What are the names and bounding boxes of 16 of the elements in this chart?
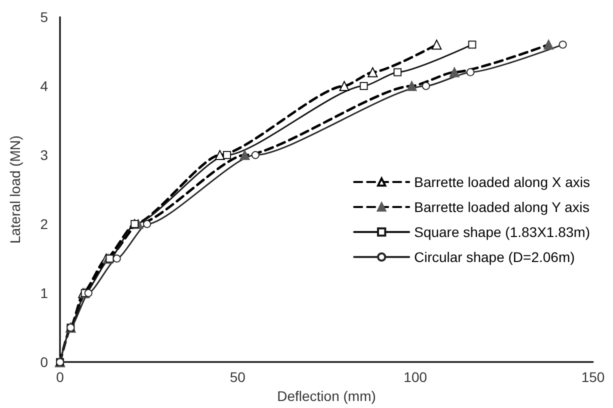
y-tick-label: 2 (40, 216, 48, 232)
x-tick-label: 0 (56, 369, 64, 386)
y-tick-label: 1 (40, 285, 48, 302)
legend-label: Circular shape (D=2.06m) (414, 249, 575, 265)
legend-label: Barrette loaded along Y axis (414, 199, 590, 215)
legend-label: Barrette loaded along X axis (414, 174, 590, 190)
y-tick-label: 3 (40, 147, 48, 164)
y-tick-label: 4 (40, 78, 48, 94)
x-tick-label: 50 (230, 369, 246, 386)
x-tick-label: 150 (581, 369, 605, 386)
y-tick-label: 0 (40, 354, 48, 370)
legend-label: Square shape (1.83X1.83m) (414, 224, 590, 240)
y-axis-title: Lateral load (MN) (7, 135, 23, 244)
x-axis-title: Deflection (mm) (277, 388, 376, 404)
y-tick-label: 5 (40, 9, 48, 25)
x-tick-label: 100 (404, 369, 428, 386)
